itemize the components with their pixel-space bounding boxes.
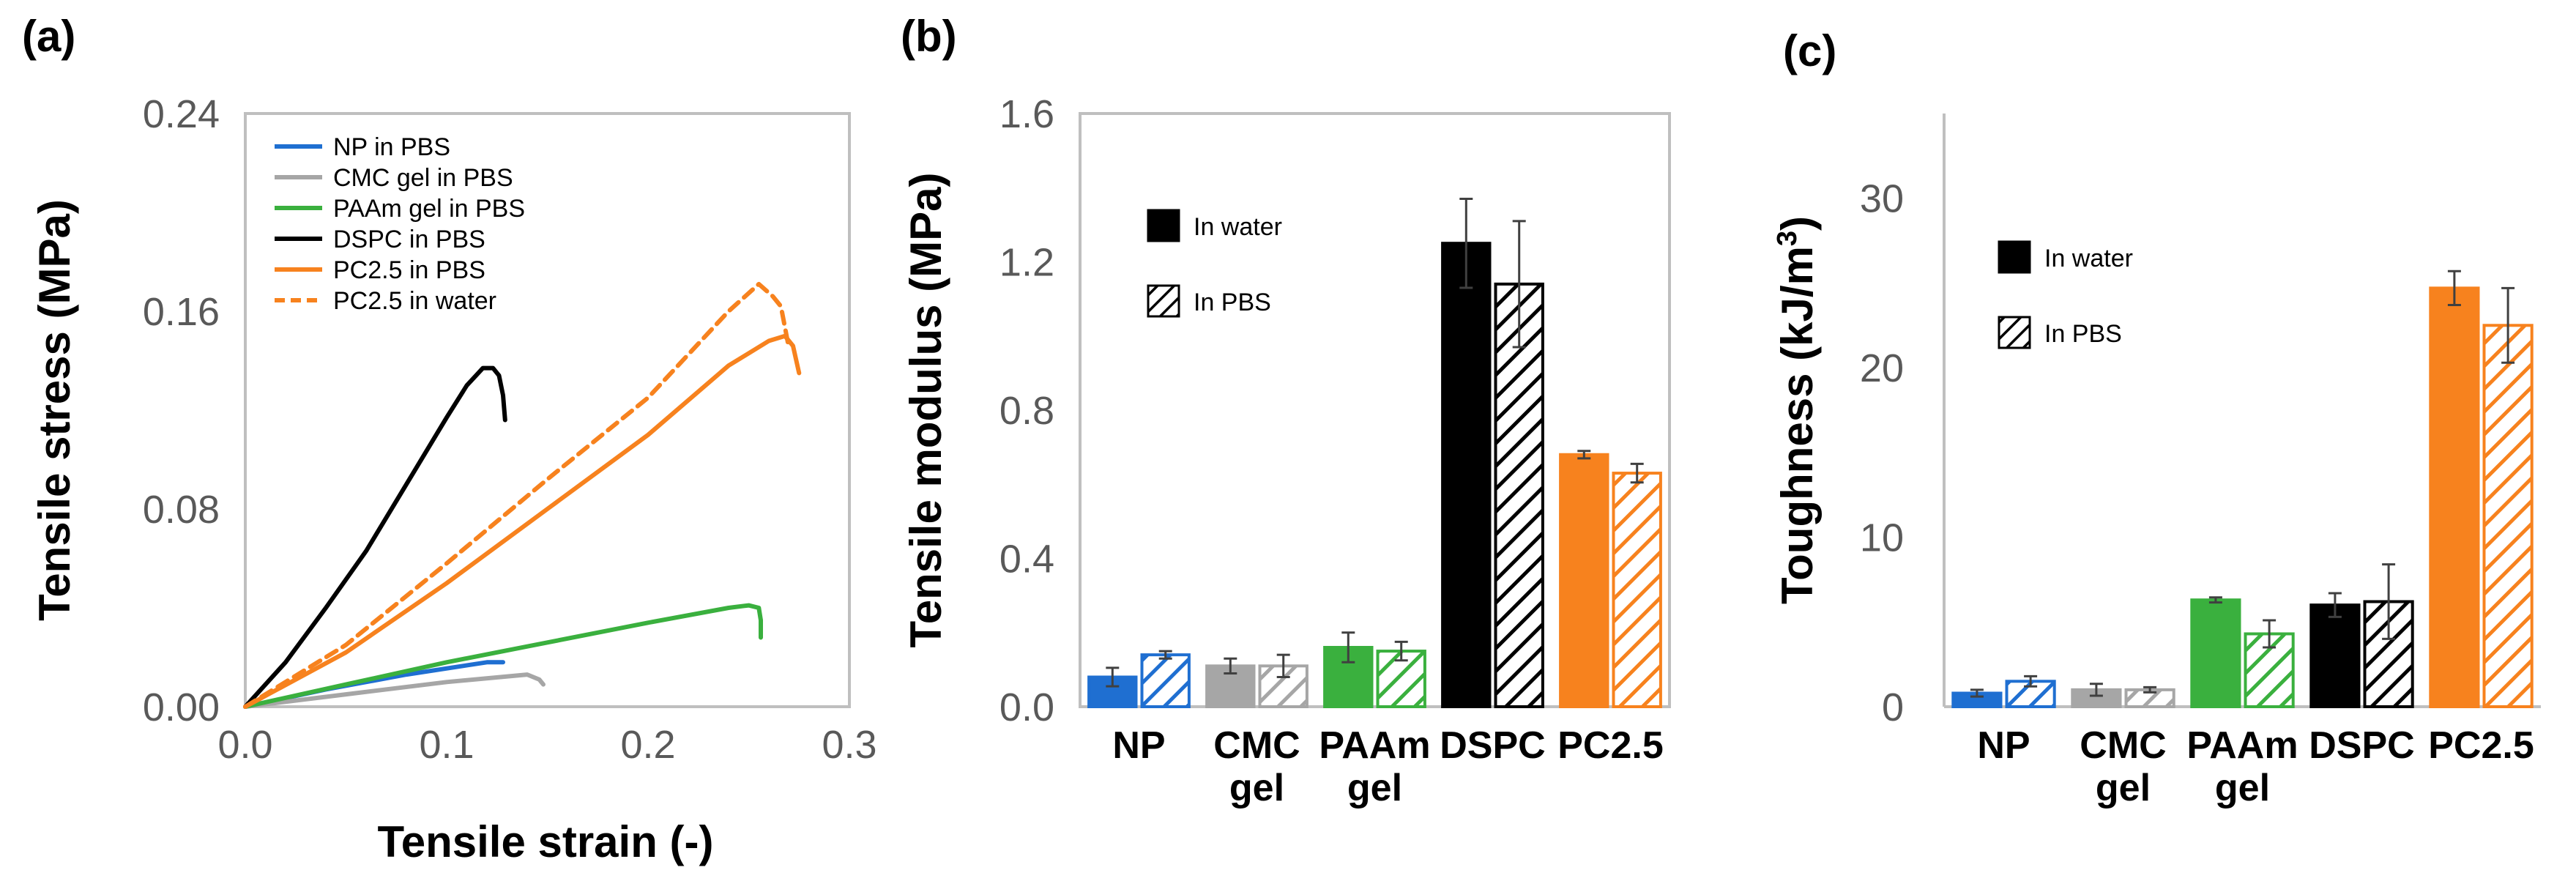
panel-c-category-label: PAAm [2186, 724, 2298, 767]
bar-pc2-5-in-pbs [1612, 472, 1662, 708]
panel-b-y-tick-label: 0.0 [999, 685, 1054, 729]
panel-c-y-axis-title-main: Toughness (kJ/m [1773, 246, 1822, 604]
bar-dspc-in-water [1441, 242, 1492, 708]
panel-b-category-label: gel [1347, 767, 1402, 809]
legend-swatch-in-pbs [1147, 284, 1180, 318]
legend-label-in-pbs: In PBS [2044, 320, 2122, 348]
panel-b-y-tick-label: 0.8 [999, 389, 1054, 433]
panel-c-category-label: gel [2096, 767, 2151, 809]
panel-b-y-axis-title: Tensile modulus (MPa) [901, 173, 950, 648]
panel-b-category-label: DSPC [1440, 724, 1545, 767]
legend-label-pc2-5-in-water: PC2.5 in water [333, 287, 496, 315]
series-line-dspc-in-pbs [243, 365, 507, 709]
bar-np-in-pbs [1140, 653, 1191, 708]
series-line-pc2-5-in-water [243, 281, 792, 709]
panel-b-category-label: CMC [1213, 724, 1300, 767]
panel-c-y-tick-label: 10 [1860, 516, 1904, 560]
bar-paam-gel-in-water [1323, 646, 1374, 708]
panel-c-category-label: gel [2215, 767, 2270, 809]
panel-a-y-tick-label: 0.08 [143, 488, 220, 532]
panel-b-y-tick-label: 0.4 [999, 538, 1054, 581]
legend-label-in-water: In water [1194, 213, 1282, 241]
panel-b-category-label: gel [1229, 767, 1284, 809]
panel-b-category-label: PC2.5 [1557, 724, 1664, 767]
panel-a-x-tick-label: 0.3 [822, 723, 876, 767]
panel-c-category-label: DSPC [2309, 724, 2414, 767]
bar-dspc-in-water [2309, 603, 2361, 709]
series-line-pc2-5-in-pbs [243, 333, 802, 709]
panel-a-y-tick-label: 0.24 [143, 92, 220, 136]
panel-c-y-tick-label: 30 [1860, 177, 1904, 221]
panel-a-x-axis-title: Tensile strain (-) [378, 817, 714, 866]
legend-label-cmc-gel-in-pbs: CMC gel in PBS [333, 164, 513, 192]
panel-c-y-axis-title-sup: 3 [1772, 231, 1803, 246]
legend-label-np-in-pbs: NP in PBS [333, 133, 450, 161]
legend-swatch-in-water [1147, 209, 1180, 242]
panel-c-y-axis-title-close: ) [1773, 216, 1822, 231]
panel-a-line-chart: (a) 0.00 0.08 0.16 0.24 0.0 0.1 0.2 0.3 NP in … [22, 12, 877, 866]
bar-paam-gel-in-pbs [2244, 632, 2295, 708]
panel-c-y-tick-label: 0 [1882, 685, 1904, 729]
panel-c-category-label: NP [1977, 724, 2030, 767]
panel-a-plot-frame [244, 112, 851, 708]
panel-a-x-tick-label: 0.2 [620, 723, 675, 767]
bar-pc2-5-in-water [1559, 453, 1609, 708]
panel-c-y-tick-label: 20 [1860, 346, 1904, 390]
panel-b-category-label: PAAm [1319, 724, 1430, 767]
series-line-paam-gel-in-pbs [243, 603, 763, 709]
panel-b-y-tick-label: 1.2 [999, 241, 1054, 285]
panel-b-plot-frame [1079, 112, 1671, 708]
legend-label-in-water: In water [2044, 245, 2133, 272]
panel-b-label: (b) [901, 12, 957, 61]
legend-label-in-pbs: In PBS [1194, 289, 1271, 316]
bar-pc2-5-in-water [2429, 286, 2480, 709]
legend-label-paam-gel-in-pbs: PAAm gel in PBS [333, 195, 525, 223]
panel-a-x-tick-label: 0.1 [419, 723, 474, 767]
panel-a-x-tick-label: 0.0 [217, 723, 272, 767]
bar-paam-gel-in-water [2190, 598, 2241, 709]
panel-a-y-tick-label: 0.16 [143, 290, 220, 334]
panel-a-y-tick-label: 0.00 [143, 685, 220, 729]
panel-b-category-label: NP [1112, 724, 1165, 767]
panel-c-category-label: CMC [2080, 724, 2166, 767]
panel-b-y-tick-label: 1.6 [999, 92, 1054, 136]
series-line-cmc-gel-in-pbs [243, 672, 546, 709]
legend-swatch-in-pbs [1998, 316, 2031, 349]
panel-c-label: (c) [1783, 26, 1836, 75]
legend-label-pc2-5-in-pbs: PC2.5 in PBS [333, 256, 485, 284]
panel-a-label: (a) [22, 12, 75, 61]
panel-c-category-label: PC2.5 [2428, 724, 2534, 767]
legend-swatch-in-water [1998, 240, 2031, 274]
legend-label-dspc-in-pbs: DSPC in PBS [333, 226, 485, 253]
panel-a-y-axis-title: Tensile stress (MPa) [30, 199, 79, 621]
panel-c-y-axis-title: Toughness (kJ/m3) [1772, 216, 1822, 604]
bar-pc2-5-in-pbs [2482, 324, 2534, 708]
